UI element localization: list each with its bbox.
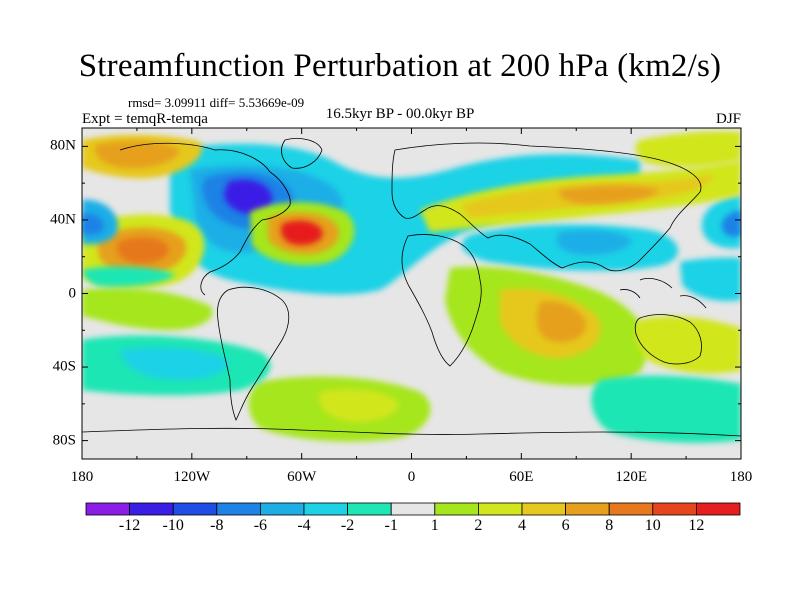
coastline-greenland: [281, 138, 323, 169]
rmsd-stats: rmsd= 3.09911 diff= 5.53669e-09: [128, 95, 305, 110]
colorbar-swatch: [216, 502, 261, 516]
contour-negative-south-east: [680, 257, 741, 302]
contour-field: [82, 128, 741, 459]
lon-tick-label: 0: [407, 469, 416, 485]
colorbar-swatch: [172, 502, 218, 516]
colorbar-swatch: [565, 502, 610, 516]
lon-tick-label: 120W: [173, 469, 211, 485]
chart-title: Streamfunction Perturbation at 200 hPa (…: [78, 48, 722, 84]
contour-negative-dateline-east-core: [721, 210, 741, 237]
contour-positive-australia: [634, 316, 741, 374]
colorbar-tick-label: -6: [253, 517, 268, 534]
colorbar-swatch: [390, 502, 436, 516]
colorbar-tick-label: -10: [162, 517, 184, 534]
colorbar-tick-label: 4: [518, 517, 526, 534]
contour-negative-north-america-core: [224, 179, 273, 215]
contour-positive-atlantic-core: [280, 220, 323, 246]
contour-positive-indian-core: [536, 301, 587, 343]
colorbar-swatch: [129, 502, 174, 516]
colorbar-tick-label: 1: [430, 517, 439, 534]
lon-tick-label: 60W: [287, 469, 317, 485]
contour-negative-dateline-west-core: [82, 213, 104, 235]
season-label: DJF: [715, 111, 741, 127]
contour-negative-south-indian: [591, 375, 741, 443]
lat-tick-label: 80S: [52, 432, 76, 449]
contour-positive-southwest-pacific: [82, 287, 213, 330]
colorbar-tick-label: 12: [688, 517, 705, 534]
contour-negative-south-pacific-core: [120, 347, 229, 380]
coastline-southeast-asia-islands: [619, 278, 707, 309]
colorbar-swatch: [85, 502, 130, 516]
contour-positive-pacific-core: [117, 237, 169, 264]
lon-tick-label: 120E: [615, 469, 647, 485]
contour-negative-south-asia-core: [556, 230, 632, 255]
lat-tick-label: 0: [68, 285, 77, 301]
colorbar-swatch: [303, 502, 348, 516]
colorbar-tick-label: 2: [474, 517, 483, 534]
colorbar-swatch: [696, 502, 741, 516]
contour-positive-arctic-inner: [94, 140, 180, 169]
colorbar-swatch: [434, 502, 479, 516]
colorbar-tick-label: -12: [118, 517, 141, 534]
lon-tick-label: 180: [70, 469, 94, 485]
colorbar-tick-label: -4: [297, 517, 311, 534]
colorbar-tick-label: -1: [384, 517, 398, 534]
contour-positive-eurasia-core: [559, 185, 660, 204]
coastline-africa: [401, 234, 482, 367]
colorbar-swatch: [259, 502, 305, 516]
lat-tick-label: 40N: [50, 211, 76, 228]
colorbar-swatch: [652, 502, 697, 516]
coastline-north-america: [119, 142, 291, 296]
lon-tick-label: 60E: [509, 469, 534, 485]
colorbar-swatch: [347, 502, 392, 516]
contour-positive-northeast: [635, 131, 741, 168]
lon-tick-label: 180: [729, 469, 753, 485]
colorbar-tick-label: -8: [210, 517, 224, 534]
contour-negative-tropical-pacific: [82, 266, 175, 287]
colorbar-tick-label: 8: [605, 517, 614, 534]
lat-tick-label: 40S: [52, 358, 76, 375]
colorbar-tick-label: 10: [644, 517, 661, 534]
coastline-antarctica: [82, 427, 741, 437]
period-label: 16.5kyr BP - 00.0kyr BP: [325, 106, 475, 122]
colorbar-swatch: [477, 502, 523, 516]
colorbar-tick-label: -2: [340, 517, 355, 534]
colorbar: [85, 502, 741, 516]
map-axes: [81, 127, 742, 460]
colorbar-swatch: [521, 502, 566, 516]
experiment-label: Expt = temqR-temqa: [82, 111, 208, 127]
colorbar-swatch: [608, 502, 654, 516]
contour-positive-south-atlantic-core: [319, 389, 399, 422]
coastline-eurasia: [391, 142, 702, 272]
colorbar-tick-label: 6: [561, 517, 570, 534]
coastlines: [82, 138, 741, 437]
lat-tick-label: 80N: [50, 137, 76, 154]
coastline-australia: [634, 314, 702, 365]
coastline-south-america: [217, 286, 290, 421]
